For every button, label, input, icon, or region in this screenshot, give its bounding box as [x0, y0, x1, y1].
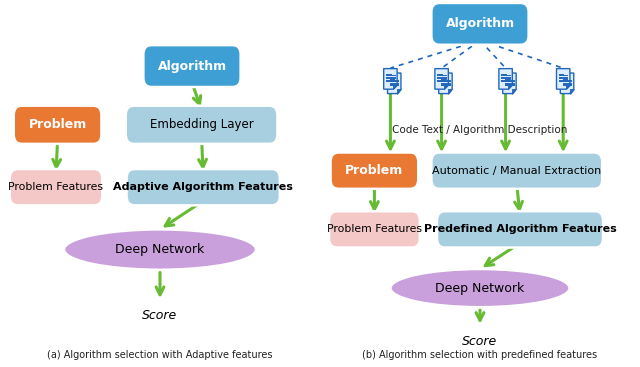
FancyBboxPatch shape — [431, 3, 529, 45]
Text: Problem Features: Problem Features — [8, 182, 104, 192]
Polygon shape — [439, 73, 452, 94]
Polygon shape — [435, 69, 448, 89]
Polygon shape — [448, 89, 452, 94]
Text: Adaptive Algorithm Features: Adaptive Algorithm Features — [113, 182, 293, 192]
Polygon shape — [557, 69, 570, 89]
Polygon shape — [388, 73, 401, 94]
Text: Problem: Problem — [345, 164, 404, 177]
FancyBboxPatch shape — [331, 153, 419, 189]
FancyBboxPatch shape — [125, 106, 278, 144]
Text: Predefined Algorithm Features: Predefined Algorithm Features — [424, 224, 616, 235]
Text: Embedding Layer: Embedding Layer — [150, 118, 253, 131]
Polygon shape — [384, 69, 397, 89]
Text: Deep Network: Deep Network — [115, 243, 205, 256]
Text: Algorithm: Algorithm — [157, 59, 227, 73]
FancyBboxPatch shape — [437, 211, 603, 247]
Polygon shape — [393, 84, 397, 89]
Polygon shape — [503, 73, 516, 94]
Text: Algorithm: Algorithm — [445, 17, 515, 30]
Text: Score: Score — [462, 335, 498, 348]
Text: Deep Network: Deep Network — [435, 281, 525, 295]
Text: (a) Algorithm selection with Adaptive features: (a) Algorithm selection with Adaptive fe… — [47, 350, 273, 360]
Polygon shape — [444, 84, 448, 89]
Polygon shape — [570, 89, 574, 94]
FancyBboxPatch shape — [143, 45, 241, 87]
Polygon shape — [512, 89, 516, 94]
FancyBboxPatch shape — [431, 153, 602, 189]
Polygon shape — [561, 73, 574, 94]
Text: Problem Features: Problem Features — [327, 224, 422, 235]
Text: Automatic / Manual Extraction: Automatic / Manual Extraction — [432, 166, 602, 176]
Text: Problem: Problem — [28, 118, 87, 131]
Polygon shape — [566, 84, 570, 89]
Polygon shape — [397, 89, 401, 94]
FancyBboxPatch shape — [14, 106, 101, 144]
FancyBboxPatch shape — [10, 169, 102, 206]
Text: Code Text / Algorithm Description: Code Text / Algorithm Description — [392, 125, 568, 135]
Polygon shape — [508, 84, 512, 89]
FancyBboxPatch shape — [329, 211, 420, 247]
Text: (b) Algorithm selection with predefined features: (b) Algorithm selection with predefined … — [362, 350, 598, 360]
Polygon shape — [499, 69, 512, 89]
FancyBboxPatch shape — [127, 169, 280, 206]
Ellipse shape — [64, 229, 256, 270]
Text: Score: Score — [142, 309, 178, 322]
Ellipse shape — [390, 269, 570, 307]
